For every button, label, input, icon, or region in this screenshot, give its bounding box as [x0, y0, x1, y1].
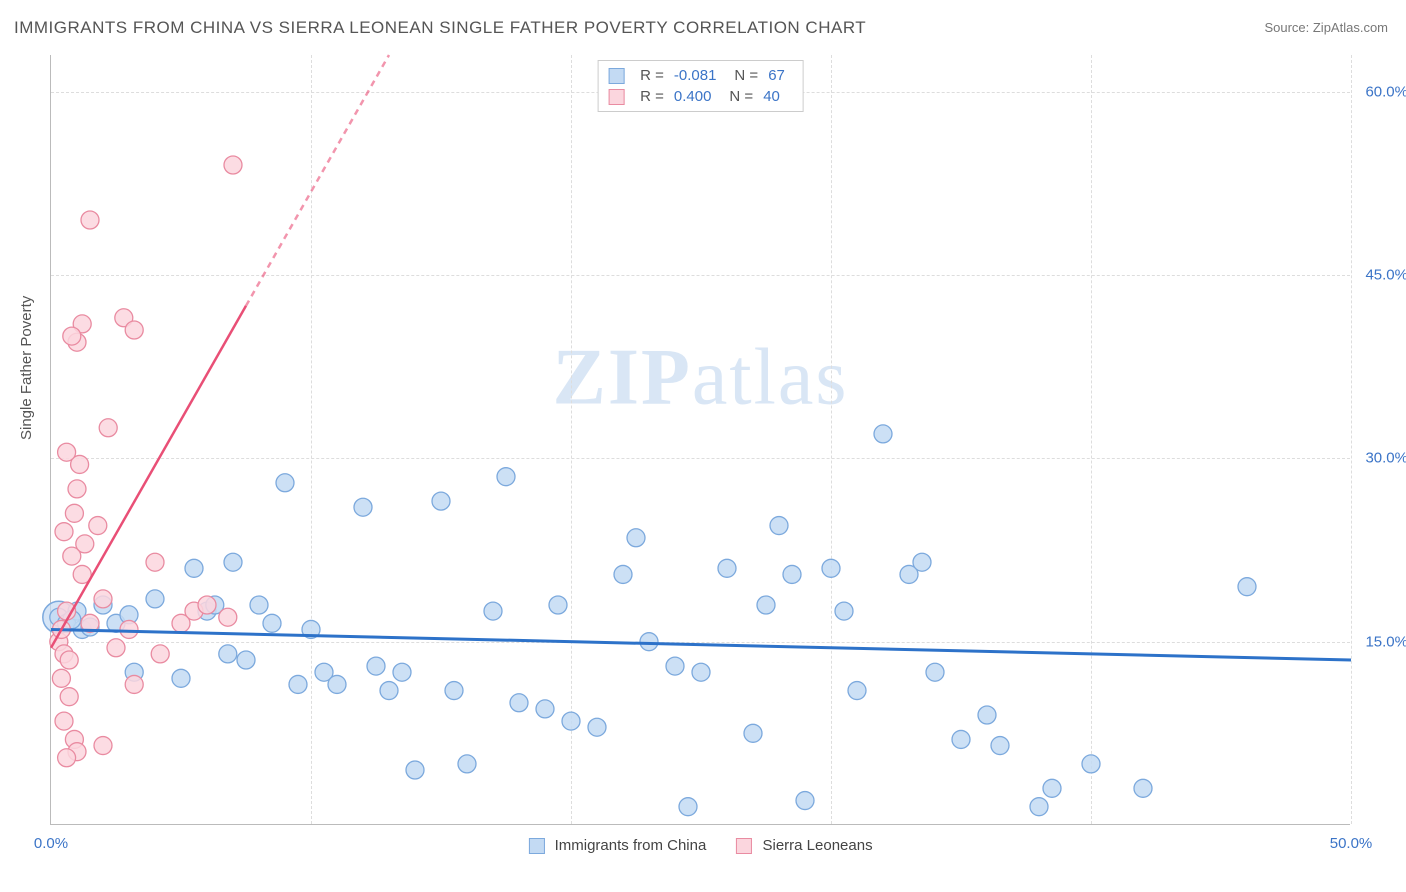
scatter-point — [151, 645, 169, 663]
scatter-point — [237, 651, 255, 669]
scatter-point — [406, 761, 424, 779]
scatter-point — [783, 565, 801, 583]
scatter-point — [978, 706, 996, 724]
scatter-point — [952, 730, 970, 748]
ytick-label: 45.0% — [1353, 267, 1406, 284]
scatter-point — [94, 737, 112, 755]
scatter-point — [250, 596, 268, 614]
scatter-point — [276, 474, 294, 492]
plot-area: ZIPatlas 15.0%30.0%45.0%60.0%0.0%50.0% R… — [50, 55, 1350, 825]
legend-item-series1: Immigrants from China — [528, 837, 706, 854]
scatter-point — [125, 321, 143, 339]
scatter-point — [224, 156, 242, 174]
scatter-point — [185, 559, 203, 577]
scatter-point — [60, 651, 78, 669]
ytick-label: 15.0% — [1353, 633, 1406, 650]
scatter-point — [627, 529, 645, 547]
scatter-point — [1082, 755, 1100, 773]
scatter-point — [1134, 779, 1152, 797]
scatter-point — [76, 535, 94, 553]
chart-svg — [51, 55, 1350, 824]
scatter-point — [588, 718, 606, 736]
scatter-point — [614, 565, 632, 583]
ytick-label: 30.0% — [1353, 450, 1406, 467]
legend-label-series2: Sierra Leoneans — [762, 837, 872, 854]
scatter-point — [874, 425, 892, 443]
x-axis-legend: Immigrants from China Sierra Leoneans — [528, 837, 872, 854]
chart-title: IMMIGRANTS FROM CHINA VS SIERRA LEONEAN … — [14, 18, 866, 38]
scatter-point — [549, 596, 567, 614]
scatter-point — [125, 675, 143, 693]
scatter-point — [458, 755, 476, 773]
scatter-point — [679, 798, 697, 816]
scatter-point — [58, 749, 76, 767]
scatter-point — [432, 492, 450, 510]
ytick-label: 60.0% — [1353, 83, 1406, 100]
scatter-point — [380, 682, 398, 700]
scatter-point — [94, 590, 112, 608]
swatch-x-series1 — [528, 838, 544, 854]
scatter-point — [146, 553, 164, 571]
source-label: Source: ZipAtlas.com — [1264, 20, 1388, 35]
scatter-point — [55, 523, 73, 541]
scatter-point — [484, 602, 502, 620]
y-axis-label: Single Father Poverty — [18, 296, 35, 440]
regression-line-dashed — [246, 55, 389, 306]
scatter-point — [510, 694, 528, 712]
scatter-point — [796, 792, 814, 810]
scatter-point — [926, 663, 944, 681]
scatter-point — [263, 614, 281, 632]
scatter-point — [172, 669, 190, 687]
scatter-point — [393, 663, 411, 681]
scatter-point — [913, 553, 931, 571]
scatter-point — [497, 468, 515, 486]
swatch-x-series2 — [736, 838, 752, 854]
scatter-point — [58, 443, 76, 461]
scatter-point — [718, 559, 736, 577]
xtick-label: 0.0% — [34, 835, 68, 852]
scatter-point — [198, 596, 216, 614]
scatter-point — [120, 620, 138, 638]
scatter-point — [1043, 779, 1061, 797]
scatter-point — [60, 688, 78, 706]
scatter-point — [99, 419, 117, 437]
scatter-point — [1030, 798, 1048, 816]
scatter-point — [52, 669, 70, 687]
scatter-point — [770, 517, 788, 535]
scatter-point — [744, 724, 762, 742]
scatter-point — [63, 327, 81, 345]
scatter-point — [65, 504, 83, 522]
scatter-point — [328, 675, 346, 693]
scatter-point — [445, 682, 463, 700]
scatter-point — [55, 712, 73, 730]
scatter-point — [219, 608, 237, 626]
scatter-point — [224, 553, 242, 571]
scatter-point — [848, 682, 866, 700]
scatter-point — [536, 700, 554, 718]
xtick-label: 50.0% — [1330, 835, 1373, 852]
scatter-point — [562, 712, 580, 730]
scatter-point — [146, 590, 164, 608]
scatter-point — [1238, 578, 1256, 596]
scatter-point — [107, 639, 125, 657]
scatter-point — [835, 602, 853, 620]
scatter-point — [692, 663, 710, 681]
scatter-point — [822, 559, 840, 577]
legend-item-series2: Sierra Leoneans — [736, 837, 872, 854]
scatter-point — [219, 645, 237, 663]
scatter-point — [666, 657, 684, 675]
scatter-point — [367, 657, 385, 675]
scatter-point — [991, 737, 1009, 755]
scatter-point — [354, 498, 372, 516]
scatter-point — [68, 480, 86, 498]
gridline-v — [1351, 55, 1352, 824]
scatter-point — [81, 211, 99, 229]
scatter-point — [289, 675, 307, 693]
scatter-point — [640, 633, 658, 651]
legend-label-series1: Immigrants from China — [555, 837, 707, 854]
scatter-point — [89, 517, 107, 535]
scatter-point — [757, 596, 775, 614]
